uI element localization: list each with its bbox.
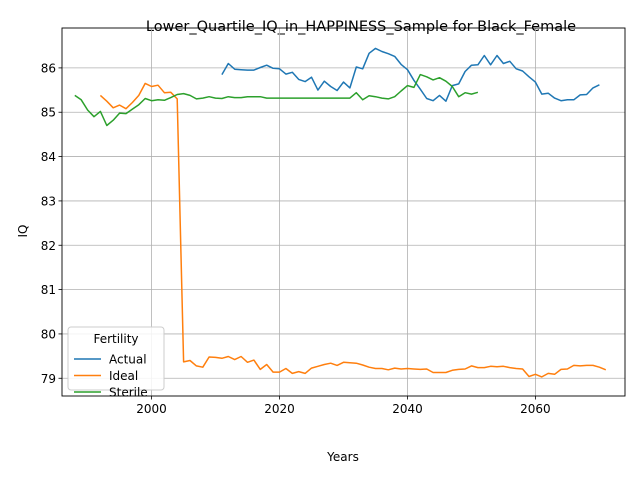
- legend-title: Fertility: [93, 332, 138, 346]
- plot-frame: [61, 27, 626, 397]
- y-tick-label: 81: [41, 283, 56, 297]
- legend-label-ideal: Ideal: [109, 369, 138, 383]
- y-tick-label: 82: [41, 239, 56, 253]
- y-tick-label: 80: [41, 327, 56, 341]
- x-tick-label: 2020: [264, 402, 295, 416]
- legend-box: [67, 326, 165, 391]
- series-line-ideal: [99, 82, 607, 378]
- series-lines: [74, 47, 607, 378]
- y-tick-label: 84: [41, 150, 56, 164]
- x-tick-label: 2040: [392, 402, 423, 416]
- y-tick-label: 85: [41, 106, 56, 120]
- x-axis-label: Years: [326, 450, 359, 464]
- axis-ticks: 2000 2020 2040 2060 79 80 81 82 83 84 85 86: [41, 61, 551, 416]
- y-tick-label: 86: [41, 61, 56, 75]
- y-tick-label: 79: [41, 372, 56, 386]
- x-tick-label: 2060: [520, 402, 551, 416]
- series-line-sterile: [74, 73, 479, 127]
- chart-title: Lower_Quartile_IQ_in_HAPPINESS_Sample fo…: [146, 19, 576, 35]
- legend-label-actual: Actual: [109, 353, 147, 367]
- y-tick-label: 83: [41, 194, 56, 208]
- legend-label-sterile: Sterile: [109, 386, 148, 400]
- x-tick-label: 2000: [136, 402, 167, 416]
- series-line-actual: [221, 47, 600, 102]
- legend: Fertility Actual Ideal Sterile: [67, 326, 165, 400]
- y-axis-label: IQ: [16, 225, 30, 238]
